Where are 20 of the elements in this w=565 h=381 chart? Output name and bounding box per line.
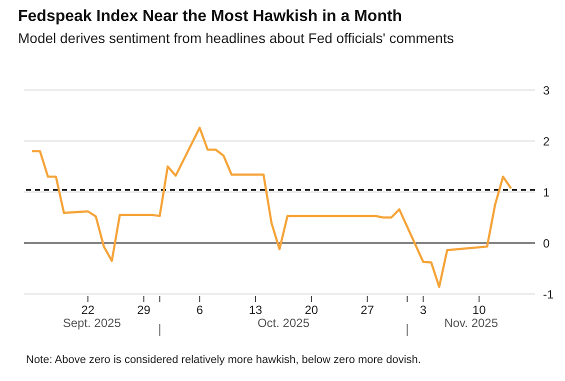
x-tick-label: 3 [420,303,427,317]
y-tick-label: 3 [543,83,550,98]
x-tick-label: 22 [81,303,95,317]
x-tick-label: 27 [360,303,374,317]
chart-title: Fedspeak Index Near the Most Hawkish in a Month [18,8,402,26]
x-tick-label: 13 [248,303,263,317]
y-tick-label: 1 [543,185,550,200]
x-tick-label: 29 [137,303,151,317]
x-tick-label: 20 [304,303,318,317]
text: Oct. 2025 [256,316,310,330]
y-tick-label: 2 [543,134,550,148]
text: Note: Above zero is considered relatively more hawkish, below zero more dovish. [26,354,421,366]
y-tick-label: 0 [543,236,550,250]
text: Nov. 2025 [443,316,500,330]
x-tick-label: 10 [472,303,486,317]
x-tick-label: 6 [196,303,204,317]
y-tick-label: -1 [543,287,554,302]
chart-subtitle: Model derives sentiment from headlines about Fed officials' comments [18,30,454,46]
text: Sept. 2025 [62,316,122,330]
line-series [30,126,512,288]
